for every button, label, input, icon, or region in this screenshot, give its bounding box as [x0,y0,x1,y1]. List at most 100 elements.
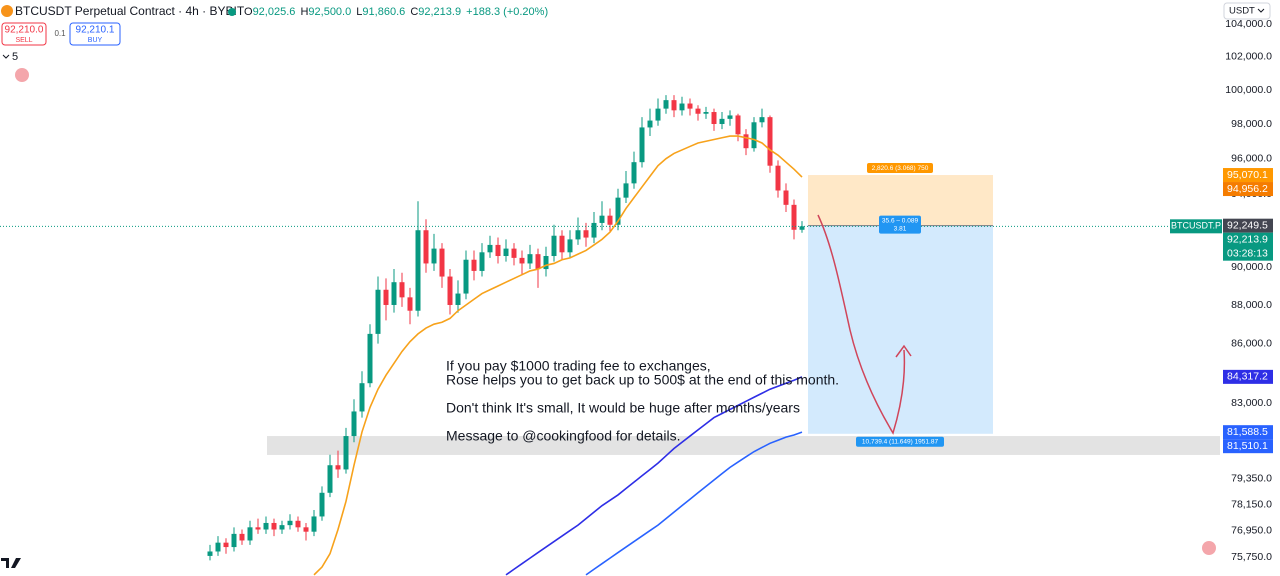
candle-body [479,252,485,271]
annotation: Don't think It's small, It would be huge… [446,400,800,416]
candle-body [735,115,741,135]
candle-body [431,248,437,264]
candle-body [575,230,581,240]
candle-body [743,134,749,149]
entry-label: 3.81 [894,225,907,232]
price-label: 81,588.5 [1227,426,1268,438]
candle-body [799,226,805,230]
annotation: Rose helps you to get back up to 500$ at… [446,372,839,388]
coin-icon [1,5,13,17]
candle-body [287,520,293,526]
candle-body [519,257,525,264]
countdown: 03:28:13 [1227,247,1268,259]
indicator-count[interactable]: 5 [12,51,18,63]
candle-body [439,248,445,277]
price-label-box [1223,425,1273,440]
candle-body [255,527,261,530]
entry-pill [879,215,921,234]
candle-body [383,289,389,305]
ohlc-value: 91,860.6 [362,6,405,18]
candle-body [567,239,573,253]
candle-body [407,297,413,311]
candle-body [303,527,309,532]
candle-body [215,542,221,552]
price-label: 81,510.1 [1227,440,1268,452]
candle-body [239,533,245,541]
spread: 0.1 [54,29,66,38]
y-tick-label: 79,350.0 [1231,473,1272,485]
candle-body [231,533,237,548]
candle-body [247,527,253,541]
candle-body [295,520,301,528]
candle-body [399,282,405,298]
candle-body [591,222,597,238]
entry-label: 35.6 – 0.089 [882,217,919,224]
sell-label: SELL [15,37,32,44]
zone [267,436,1220,455]
candle-body [487,244,493,253]
candle-body [543,256,549,270]
candle-body [207,551,213,556]
logo [1,558,21,568]
stop-label: 2,820.6 (3.068) 750 [872,165,929,172]
candle-body [559,235,565,253]
sell-button[interactable] [1,22,47,46]
alert-dot [15,68,29,82]
candle-body [527,254,533,264]
candle-body [495,244,501,257]
y-tick-label: 90,000.0 [1231,261,1272,273]
candle-body [415,230,421,311]
collapse-icon[interactable] [2,54,10,59]
currency-select[interactable] [1223,2,1271,20]
candle-body [615,197,621,225]
candle-body [271,522,277,530]
candle-body [511,248,517,258]
candle-body [759,117,765,123]
currency: USDT [1229,6,1255,17]
candle-body [631,162,637,184]
candle-body [703,112,709,114]
buy-button[interactable] [69,22,121,46]
candle-body [375,289,381,334]
candle-body [727,115,733,119]
candle-body [263,522,269,530]
candle-body [327,465,333,493]
buy-label: BUY [88,37,103,44]
candle-body [687,103,693,109]
ohlc-legend: O92,025.6 H92,500.0 L91,860.6 C92,213.9 … [244,6,548,18]
symbol-tag: BTCUSDT.P [1171,221,1221,231]
candle-body [223,542,229,548]
y-tick-label: 102,000.0 [1225,51,1272,63]
candle-body [783,190,789,205]
ohlc-value: 92,500.0 [308,6,351,18]
candle-body [551,235,557,257]
chart-title[interactable]: BTCUSDT Perpetual Contract · 4h · BYBIT [15,4,245,18]
y-tick-label: 83,000.0 [1231,397,1272,409]
candle-body [647,120,653,128]
candle-body [767,117,773,166]
candle-body [463,259,469,294]
candle-body [663,100,669,109]
plot-area: 104,000.0 102,000.0 100,000.0 98,000.0 96,00… [0,18,1272,576]
candle-body [447,276,453,305]
ohlc-key: H [300,6,308,18]
y-tick-label: 78,150.0 [1231,498,1272,510]
candle-body [623,183,629,198]
target-label: 10,739.4 (11.649) 1951.87 [862,439,939,446]
price-label: 94,956.2 [1227,183,1268,195]
candle-body [679,103,685,111]
candle-body [599,215,605,223]
moving-average [505,376,803,576]
y-tick-label: 98,000.0 [1231,118,1272,130]
price-label: 84,317.2 [1227,371,1268,383]
price-label-box [1223,168,1273,183]
y-tick-label: 100,000.0 [1225,84,1272,96]
price-label-box [1223,369,1273,384]
arrow-head [895,344,912,358]
dropdown-icon [1257,8,1265,13]
y-tick-label: 76,950.0 [1231,524,1272,536]
candle-body [639,127,645,163]
candle-body [775,165,781,191]
candle-body [391,282,397,305]
